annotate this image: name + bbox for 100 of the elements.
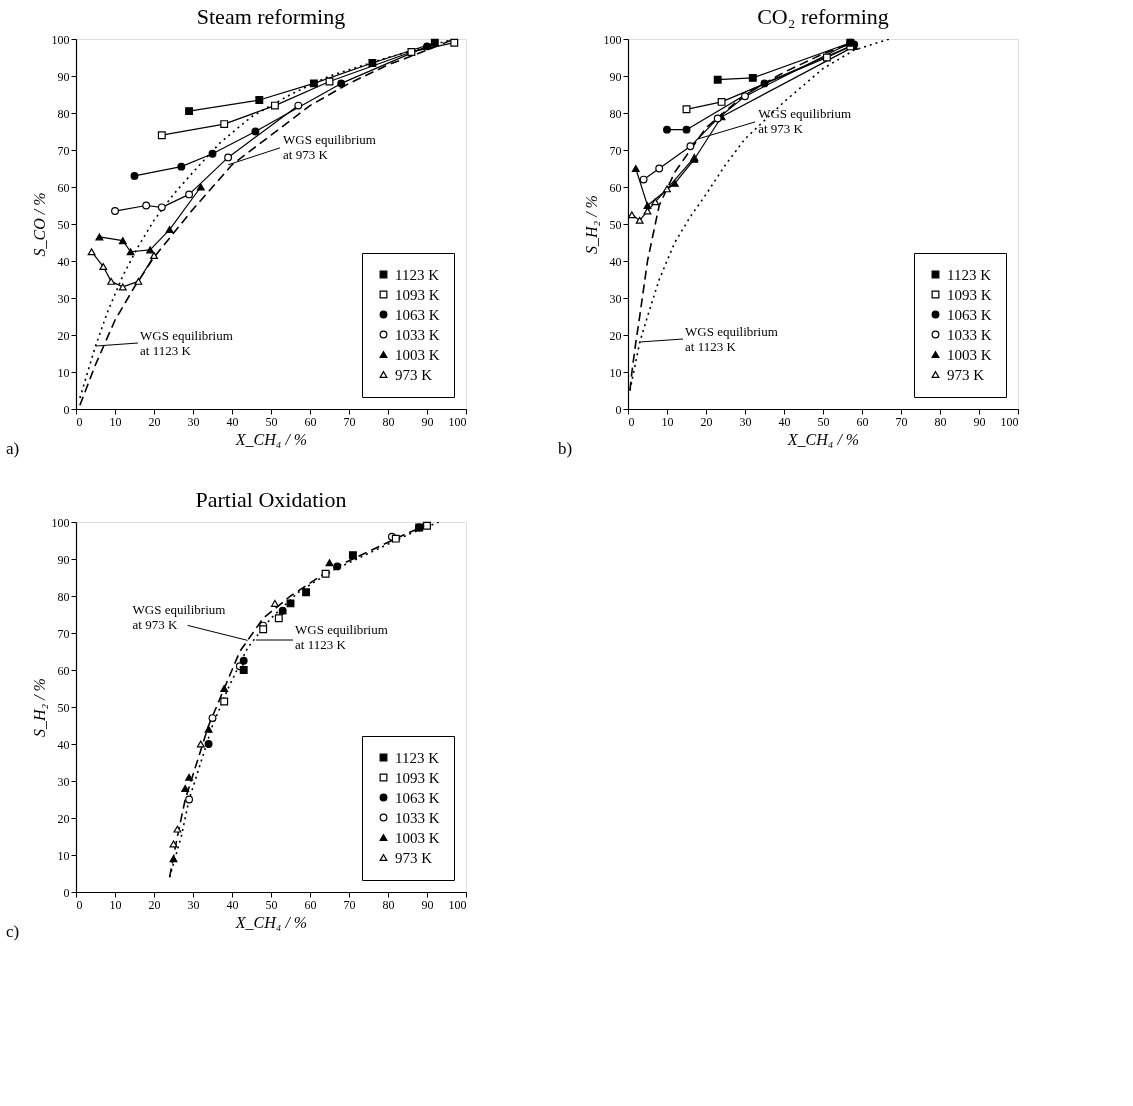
legend-label: 1003 K — [395, 346, 440, 363]
annotation: WGS equilibrium at 973 K — [283, 131, 376, 162]
y-tick-label: 50 — [57, 217, 70, 232]
legend-label: 1033 K — [395, 809, 440, 826]
y-tick-label: 90 — [57, 552, 70, 567]
x-tick-label: 80 — [934, 414, 947, 429]
x-tick-label: 100 — [448, 414, 467, 429]
x-tick-label: 70 — [343, 897, 356, 912]
y-tick-label: 20 — [57, 328, 70, 343]
x-tick-label: 40 — [226, 897, 239, 912]
y-axis-title: S_H₂ / % — [30, 678, 48, 737]
y-tick-label: 20 — [57, 811, 70, 826]
y-tick-label: 0 — [63, 885, 70, 900]
x-tick-label: 90 — [973, 414, 986, 429]
y-tick-label: 60 — [609, 180, 622, 195]
x-tick-label: 0 — [76, 897, 83, 912]
x-tick-label: 10 — [109, 414, 122, 429]
text: c) — [6, 922, 20, 941]
legend-label: 973 K — [395, 849, 433, 866]
x-tick-label: 80 — [382, 897, 395, 912]
y-tick-label: 0 — [63, 402, 70, 417]
y-tick-label: 50 — [57, 700, 70, 715]
y-tick-label: 60 — [57, 663, 70, 678]
chart-title: CO₂ reforming — [757, 4, 889, 29]
x-tick-label: 40 — [226, 414, 239, 429]
annotation: WGS equilibrium at 1123 K — [685, 324, 778, 354]
y-tick-label: 20 — [609, 328, 622, 343]
x-tick-label: 10 — [109, 897, 122, 912]
legend-label: 1123 K — [395, 749, 440, 766]
y-tick-label: 100 — [51, 32, 70, 47]
annotation: WGS equilibrium at 1123 K — [140, 328, 233, 358]
annotation: WGS equilibrium at 1123 K — [295, 622, 388, 652]
legend-label: 973 K — [947, 366, 985, 383]
x-tick-label: 10 — [661, 414, 674, 429]
legend-label: 1063 K — [947, 306, 992, 323]
y-tick-label: 30 — [57, 291, 70, 306]
x-tick-label: 60 — [304, 897, 317, 912]
legend-label: 1123 K — [947, 266, 992, 283]
legend-label: 1063 K — [395, 789, 440, 806]
y-axis-title: S_H₂ / % — [582, 195, 600, 254]
x-tick-label: 40 — [778, 414, 791, 429]
legend-label: 1063 K — [395, 306, 440, 323]
x-tick-label: 30 — [739, 414, 752, 429]
y-tick-label: 80 — [57, 589, 70, 604]
y-tick-label: 80 — [57, 106, 70, 121]
x-tick-label: 30 — [187, 897, 200, 912]
y-tick-label: 40 — [609, 254, 622, 269]
y-tick-label: 30 — [57, 774, 70, 789]
x-tick-label: 50 — [265, 414, 278, 429]
y-tick-label: 30 — [609, 291, 622, 306]
y-tick-label: 10 — [609, 365, 622, 380]
y-tick-label: 100 — [51, 515, 70, 530]
y-axis-title: S_CO / % — [30, 192, 48, 257]
annotation: WGS equilibrium at 973 K — [132, 602, 226, 633]
y-tick-label: 90 — [609, 69, 622, 84]
text: b) — [558, 439, 573, 458]
y-tick-label: 0 — [615, 402, 622, 417]
y-tick-label: 40 — [57, 254, 70, 269]
legend-label: 1093 K — [395, 769, 440, 786]
y-tick-label: 70 — [57, 143, 70, 158]
y-tick-label: 10 — [57, 365, 70, 380]
annotation: WGS equilibrium at 973 K — [758, 105, 851, 136]
chart-title: Partial Oxidation — [195, 487, 347, 512]
x-tick-label: 60 — [856, 414, 869, 429]
x-axis-title: X_CH₄ / % — [234, 913, 308, 931]
legend-label: 1003 K — [395, 829, 440, 846]
y-tick-label: 90 — [57, 69, 70, 84]
y-tick-label: 60 — [57, 180, 70, 195]
x-tick-label: 100 — [1000, 414, 1019, 429]
x-tick-label: 80 — [382, 414, 395, 429]
y-tick-label: 50 — [609, 217, 622, 232]
chart-title: Steam reforming — [196, 4, 346, 29]
x-tick-label: 60 — [304, 414, 317, 429]
legend-label: 973 K — [395, 366, 433, 383]
y-tick-label: 40 — [57, 737, 70, 752]
x-tick-label: 20 — [148, 414, 161, 429]
x-tick-label: 0 — [628, 414, 635, 429]
text: a) — [6, 439, 20, 458]
x-tick-label: 0 — [76, 414, 83, 429]
legend-label: 1093 K — [395, 286, 440, 303]
x-tick-label: 70 — [343, 414, 356, 429]
y-tick-label: 10 — [57, 848, 70, 863]
x-axis-title: X_CH₄ / % — [234, 430, 308, 448]
legend-label: 1033 K — [947, 326, 992, 343]
x-tick-label: 100 — [448, 897, 467, 912]
y-tick-label: 70 — [57, 626, 70, 641]
x-tick-label: 50 — [265, 897, 278, 912]
x-tick-label: 50 — [817, 414, 830, 429]
x-tick-label: 20 — [700, 414, 713, 429]
legend-label: 1123 K — [395, 266, 440, 283]
x-tick-label: 90 — [421, 414, 434, 429]
legend-label: 1003 K — [947, 346, 992, 363]
y-tick-label: 70 — [609, 143, 622, 158]
x-tick-label: 30 — [187, 414, 200, 429]
x-tick-label: 70 — [895, 414, 908, 429]
x-tick-label: 20 — [148, 897, 161, 912]
y-tick-label: 80 — [609, 106, 622, 121]
legend-label: 1093 K — [947, 286, 992, 303]
y-tick-label: 100 — [603, 32, 622, 47]
x-axis-title: X_CH₄ / % — [786, 430, 860, 448]
